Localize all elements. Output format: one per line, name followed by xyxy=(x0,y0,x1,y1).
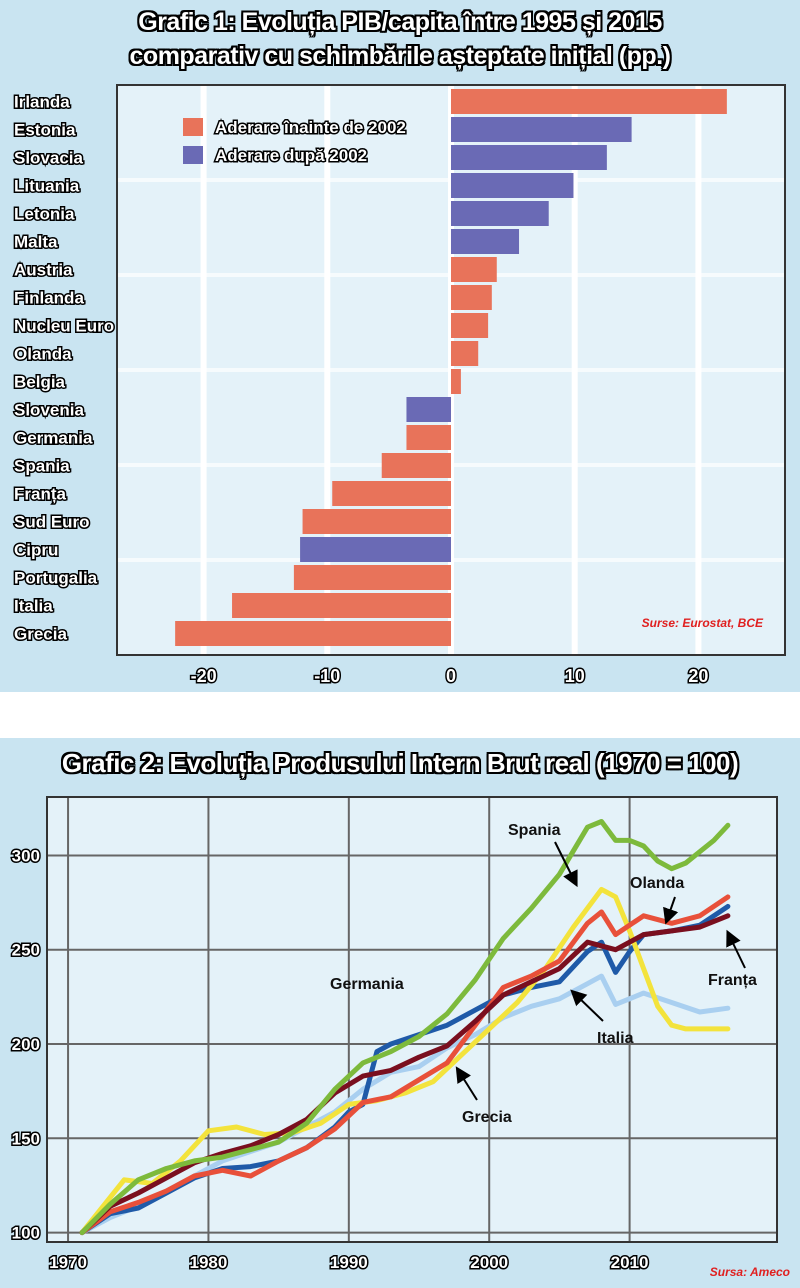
category-label: Sud Euro xyxy=(14,513,90,532)
category-label: Belgia xyxy=(14,373,66,392)
plot-frame xyxy=(46,796,778,1243)
bar xyxy=(381,453,451,478)
chart1-svg: Irlanda Estonia Slovacia Lituania Letonia Mal… xyxy=(13,84,786,688)
bar xyxy=(451,341,479,366)
label-grecia: Grecia xyxy=(462,1109,512,1126)
bar xyxy=(406,425,451,450)
x-tick-label: 0 xyxy=(446,666,456,686)
category-label: Austria xyxy=(14,261,73,280)
category-label: Portugalia xyxy=(14,569,98,588)
bar xyxy=(451,117,632,142)
y-tick-label: 100 xyxy=(12,1224,40,1243)
arrow-line xyxy=(554,841,578,888)
source-note: Sursa: Ameco xyxy=(710,1265,790,1279)
category-label: Germania xyxy=(14,429,93,448)
x-tick-label: 1980 xyxy=(190,1253,228,1272)
bar xyxy=(451,313,489,338)
x-tick-label: 2010 xyxy=(611,1253,649,1272)
x-tick-label: 10 xyxy=(565,666,585,686)
category-label: Finlanda xyxy=(14,289,84,308)
x-tick-label: 2000 xyxy=(470,1253,508,1272)
bar xyxy=(451,369,461,394)
category-label: Cipru xyxy=(14,541,58,560)
category-label: Estonia xyxy=(14,121,76,140)
y-tick-label: 200 xyxy=(12,1035,40,1054)
x-tick-label: 1970 xyxy=(49,1253,87,1272)
series-line-olanda xyxy=(79,894,731,1236)
bar xyxy=(451,89,727,114)
bar xyxy=(332,481,451,506)
arrow-line xyxy=(570,989,604,1022)
x-tick-label: 20 xyxy=(688,666,708,686)
plot-frame xyxy=(116,84,786,656)
legend-label: Aderare înainte de 2002 xyxy=(215,118,406,137)
bar xyxy=(300,537,451,562)
legend-swatch xyxy=(183,146,203,164)
series-line-spania xyxy=(79,819,731,1236)
legend-swatch xyxy=(183,118,203,136)
category-label: Letonia xyxy=(14,205,75,224)
source-note: Surse: Eurostat, BCE xyxy=(642,616,764,630)
category-label: Malta xyxy=(14,233,58,252)
y-tick-label: 300 xyxy=(12,846,40,865)
chart2-panel: Grafic 2: Evoluția Produsului Intern Bru… xyxy=(0,738,800,1288)
label-franta: Franța xyxy=(708,972,757,989)
bar xyxy=(302,509,451,534)
category-label: Irlanda xyxy=(14,93,70,112)
series-line-franța xyxy=(79,913,731,1236)
category-label: Italia xyxy=(14,597,53,616)
category-label: Slovacia xyxy=(14,149,84,168)
category-label: Slovenia xyxy=(14,401,84,420)
chart2-title: Grafic 2: Evoluția Produsului Intern Bru… xyxy=(61,748,739,778)
bar xyxy=(293,565,451,590)
bar xyxy=(451,229,520,254)
bar xyxy=(175,621,451,646)
category-label: Lituania xyxy=(14,177,80,196)
category-label: Nucleu Euro xyxy=(14,317,114,336)
chart1-title-line2: comparativ cu schimbările așteptate iniț… xyxy=(129,42,671,70)
legend-label: Aderare după 2002 xyxy=(215,146,367,165)
x-tick-label: -20 xyxy=(191,666,217,686)
category-label: Spania xyxy=(14,457,70,476)
arrow-line xyxy=(726,929,746,969)
category-label: Grecia xyxy=(14,625,67,644)
category-label: Olanda xyxy=(14,345,72,364)
chart1-panel: Grafic 1: Evoluția PIB/capita între 1995… xyxy=(0,0,800,692)
bar xyxy=(406,397,451,422)
bar xyxy=(232,593,451,618)
y-tick-label: 250 xyxy=(12,941,40,960)
category-label: Franța xyxy=(14,485,67,504)
series-line-grecia xyxy=(79,886,731,1236)
bar xyxy=(451,257,497,282)
bar xyxy=(451,285,492,310)
bar xyxy=(451,201,549,226)
arrow-line xyxy=(455,1066,478,1101)
bar xyxy=(451,173,574,198)
label-olanda: Olanda xyxy=(630,875,684,892)
x-tick-label: -10 xyxy=(314,666,340,686)
label-italia: Italia xyxy=(597,1030,634,1047)
arrow-line xyxy=(663,896,679,925)
chart2-svg: 100 150 200 250 300 1970 1980 1990 2000 2010 Spani… xyxy=(10,796,790,1279)
x-tick-label: 1990 xyxy=(330,1253,368,1272)
bar xyxy=(451,145,607,170)
y-tick-label: 150 xyxy=(12,1129,40,1148)
label-germania: Germania xyxy=(330,976,404,993)
label-spania: Spania xyxy=(508,822,561,839)
chart1-title-line1: Grafic 1: Evoluția PIB/capita între 1995… xyxy=(138,8,662,36)
